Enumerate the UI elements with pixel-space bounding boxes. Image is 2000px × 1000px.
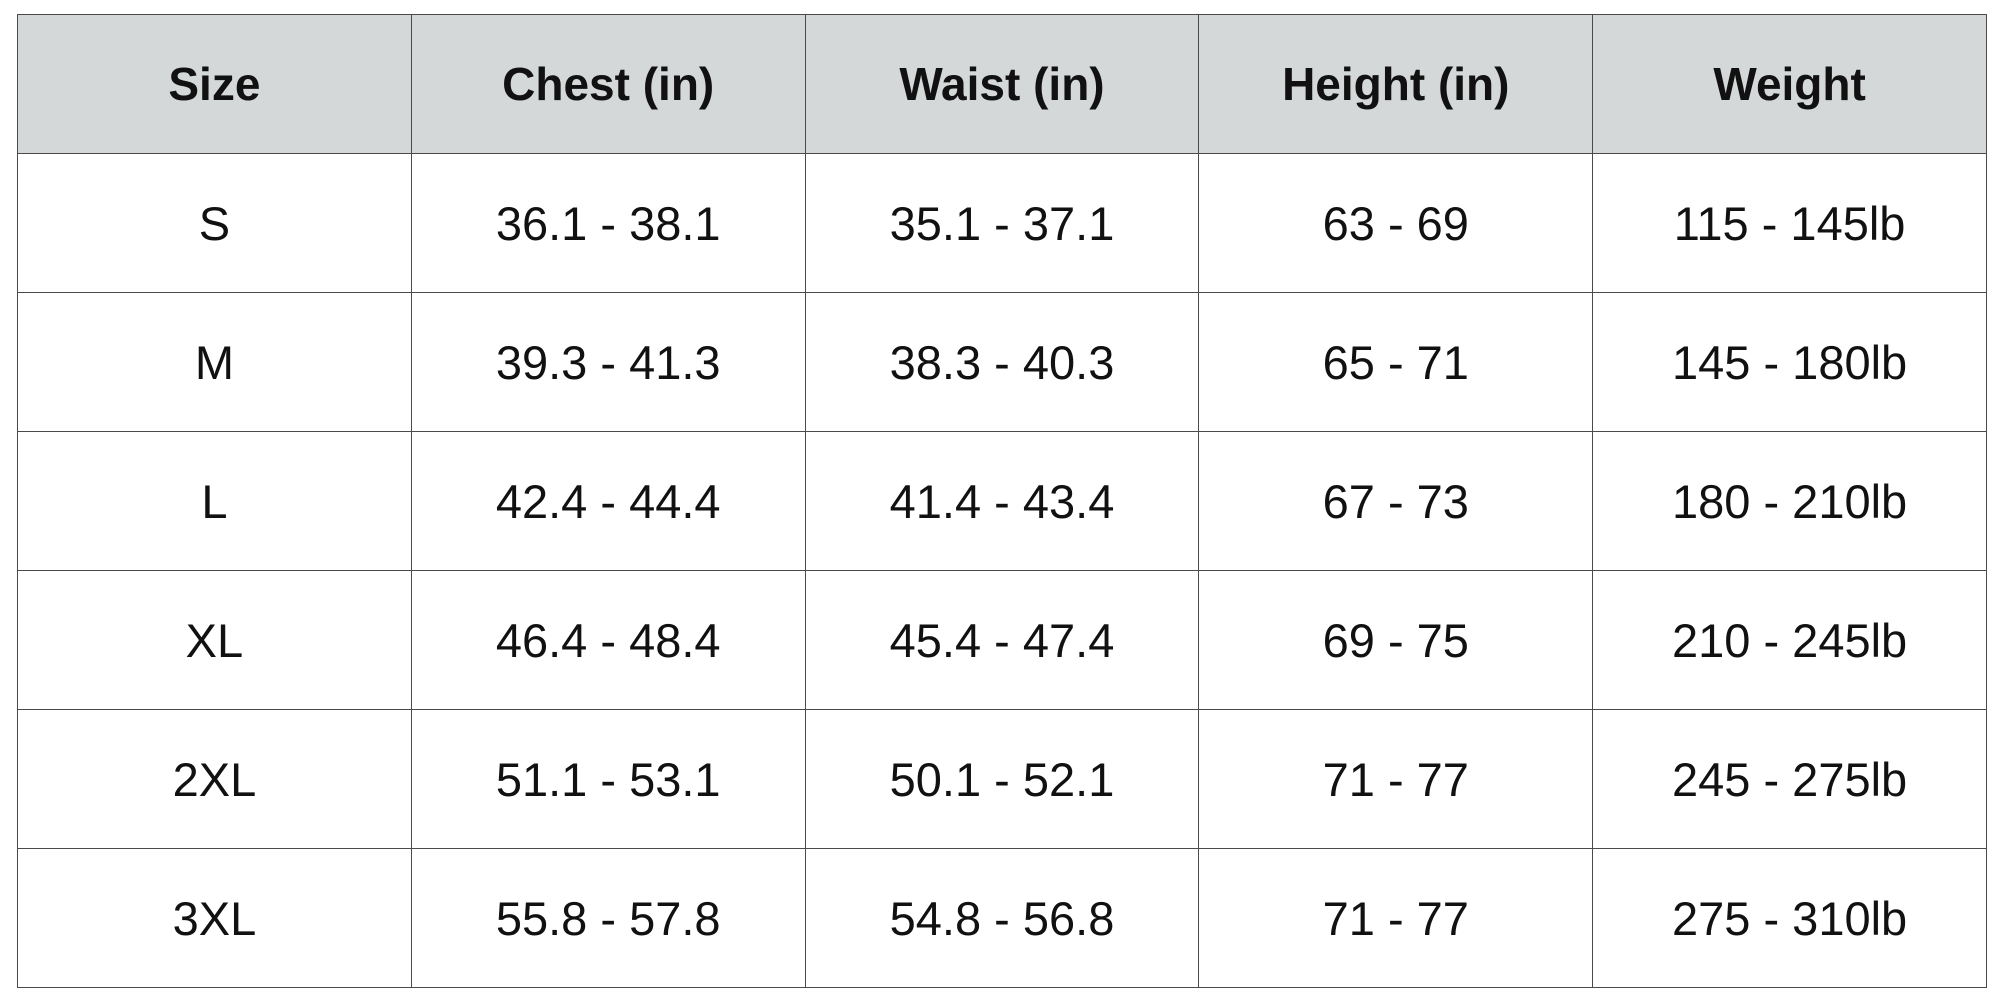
size-cell: 2XL: [17, 709, 412, 849]
measure-cell: 275 - 310lb: [1592, 848, 1987, 988]
measure-cell: 210 - 245lb: [1592, 570, 1987, 710]
table-row: M 39.3 - 41.3 38.3 - 40.3 65 - 71 145 - 180l…: [17, 292, 1987, 432]
table-body: S 36.1 - 38.1 35.1 - 37.1 63 - 69 115 - 145l…: [17, 153, 1987, 988]
table-row: XL 46.4 - 48.4 45.4 - 47.4 69 - 75 210 - 245…: [17, 570, 1987, 710]
measure-cell: 45.4 - 47.4: [804, 570, 1200, 710]
measure-cell: 51.1 - 53.1: [410, 709, 806, 849]
size-cell: 3XL: [17, 848, 412, 988]
table-row: S 36.1 - 38.1 35.1 - 37.1 63 - 69 115 - 145l…: [17, 153, 1987, 293]
measure-cell: 145 - 180lb: [1592, 292, 1987, 432]
measure-cell: 67 - 73: [1198, 431, 1594, 571]
size-cell: M: [17, 292, 412, 432]
measure-cell: 69 - 75: [1198, 570, 1594, 710]
measure-cell: 54.8 - 56.8: [804, 848, 1200, 988]
table-row: L 42.4 - 44.4 41.4 - 43.4 67 - 73 180 - 210l…: [17, 431, 1987, 571]
measure-cell: 46.4 - 48.4: [410, 570, 806, 710]
size-chart: Size Chest (in) Waist (in) Height (in) Weigh…: [17, 14, 1987, 988]
measure-cell: 71 - 77: [1198, 709, 1594, 849]
header-cell: Waist (in): [804, 14, 1200, 154]
measure-cell: 41.4 - 43.4: [804, 431, 1200, 571]
measure-cell: 63 - 69: [1198, 153, 1594, 293]
size-cell: S: [17, 153, 412, 293]
header-cell: Chest (in): [410, 14, 806, 154]
table-header: Size Chest (in) Waist (in) Height (in) Weigh…: [17, 14, 1987, 154]
measure-cell: 42.4 - 44.4: [410, 431, 806, 571]
header-cell: Weight: [1592, 14, 1987, 154]
size-table: Size Chest (in) Waist (in) Height (in) Weigh…: [17, 14, 1987, 988]
measure-cell: 38.3 - 40.3: [804, 292, 1200, 432]
measure-cell: 180 - 210lb: [1592, 431, 1987, 571]
table-row: 3XL 55.8 - 57.8 54.8 - 56.8 71 - 77 275 - 31…: [17, 848, 1987, 988]
measure-cell: 115 - 145lb: [1592, 153, 1987, 293]
measure-cell: 39.3 - 41.3: [410, 292, 806, 432]
measure-cell: 36.1 - 38.1: [410, 153, 806, 293]
header-cell: Size: [17, 14, 412, 154]
size-cell: L: [17, 431, 412, 571]
measure-cell: 71 - 77: [1198, 848, 1594, 988]
table-row: 2XL 51.1 - 53.1 50.1 - 52.1 71 - 77 245 - 27…: [17, 709, 1987, 849]
measure-cell: 55.8 - 57.8: [410, 848, 806, 988]
measure-cell: 35.1 - 37.1: [804, 153, 1200, 293]
measure-cell: 65 - 71: [1198, 292, 1594, 432]
header-row: Size Chest (in) Waist (in) Height (in) Weigh…: [17, 14, 1987, 154]
size-cell: XL: [17, 570, 412, 710]
measure-cell: 50.1 - 52.1: [804, 709, 1200, 849]
measure-cell: 245 - 275lb: [1592, 709, 1987, 849]
header-cell: Height (in): [1198, 14, 1594, 154]
